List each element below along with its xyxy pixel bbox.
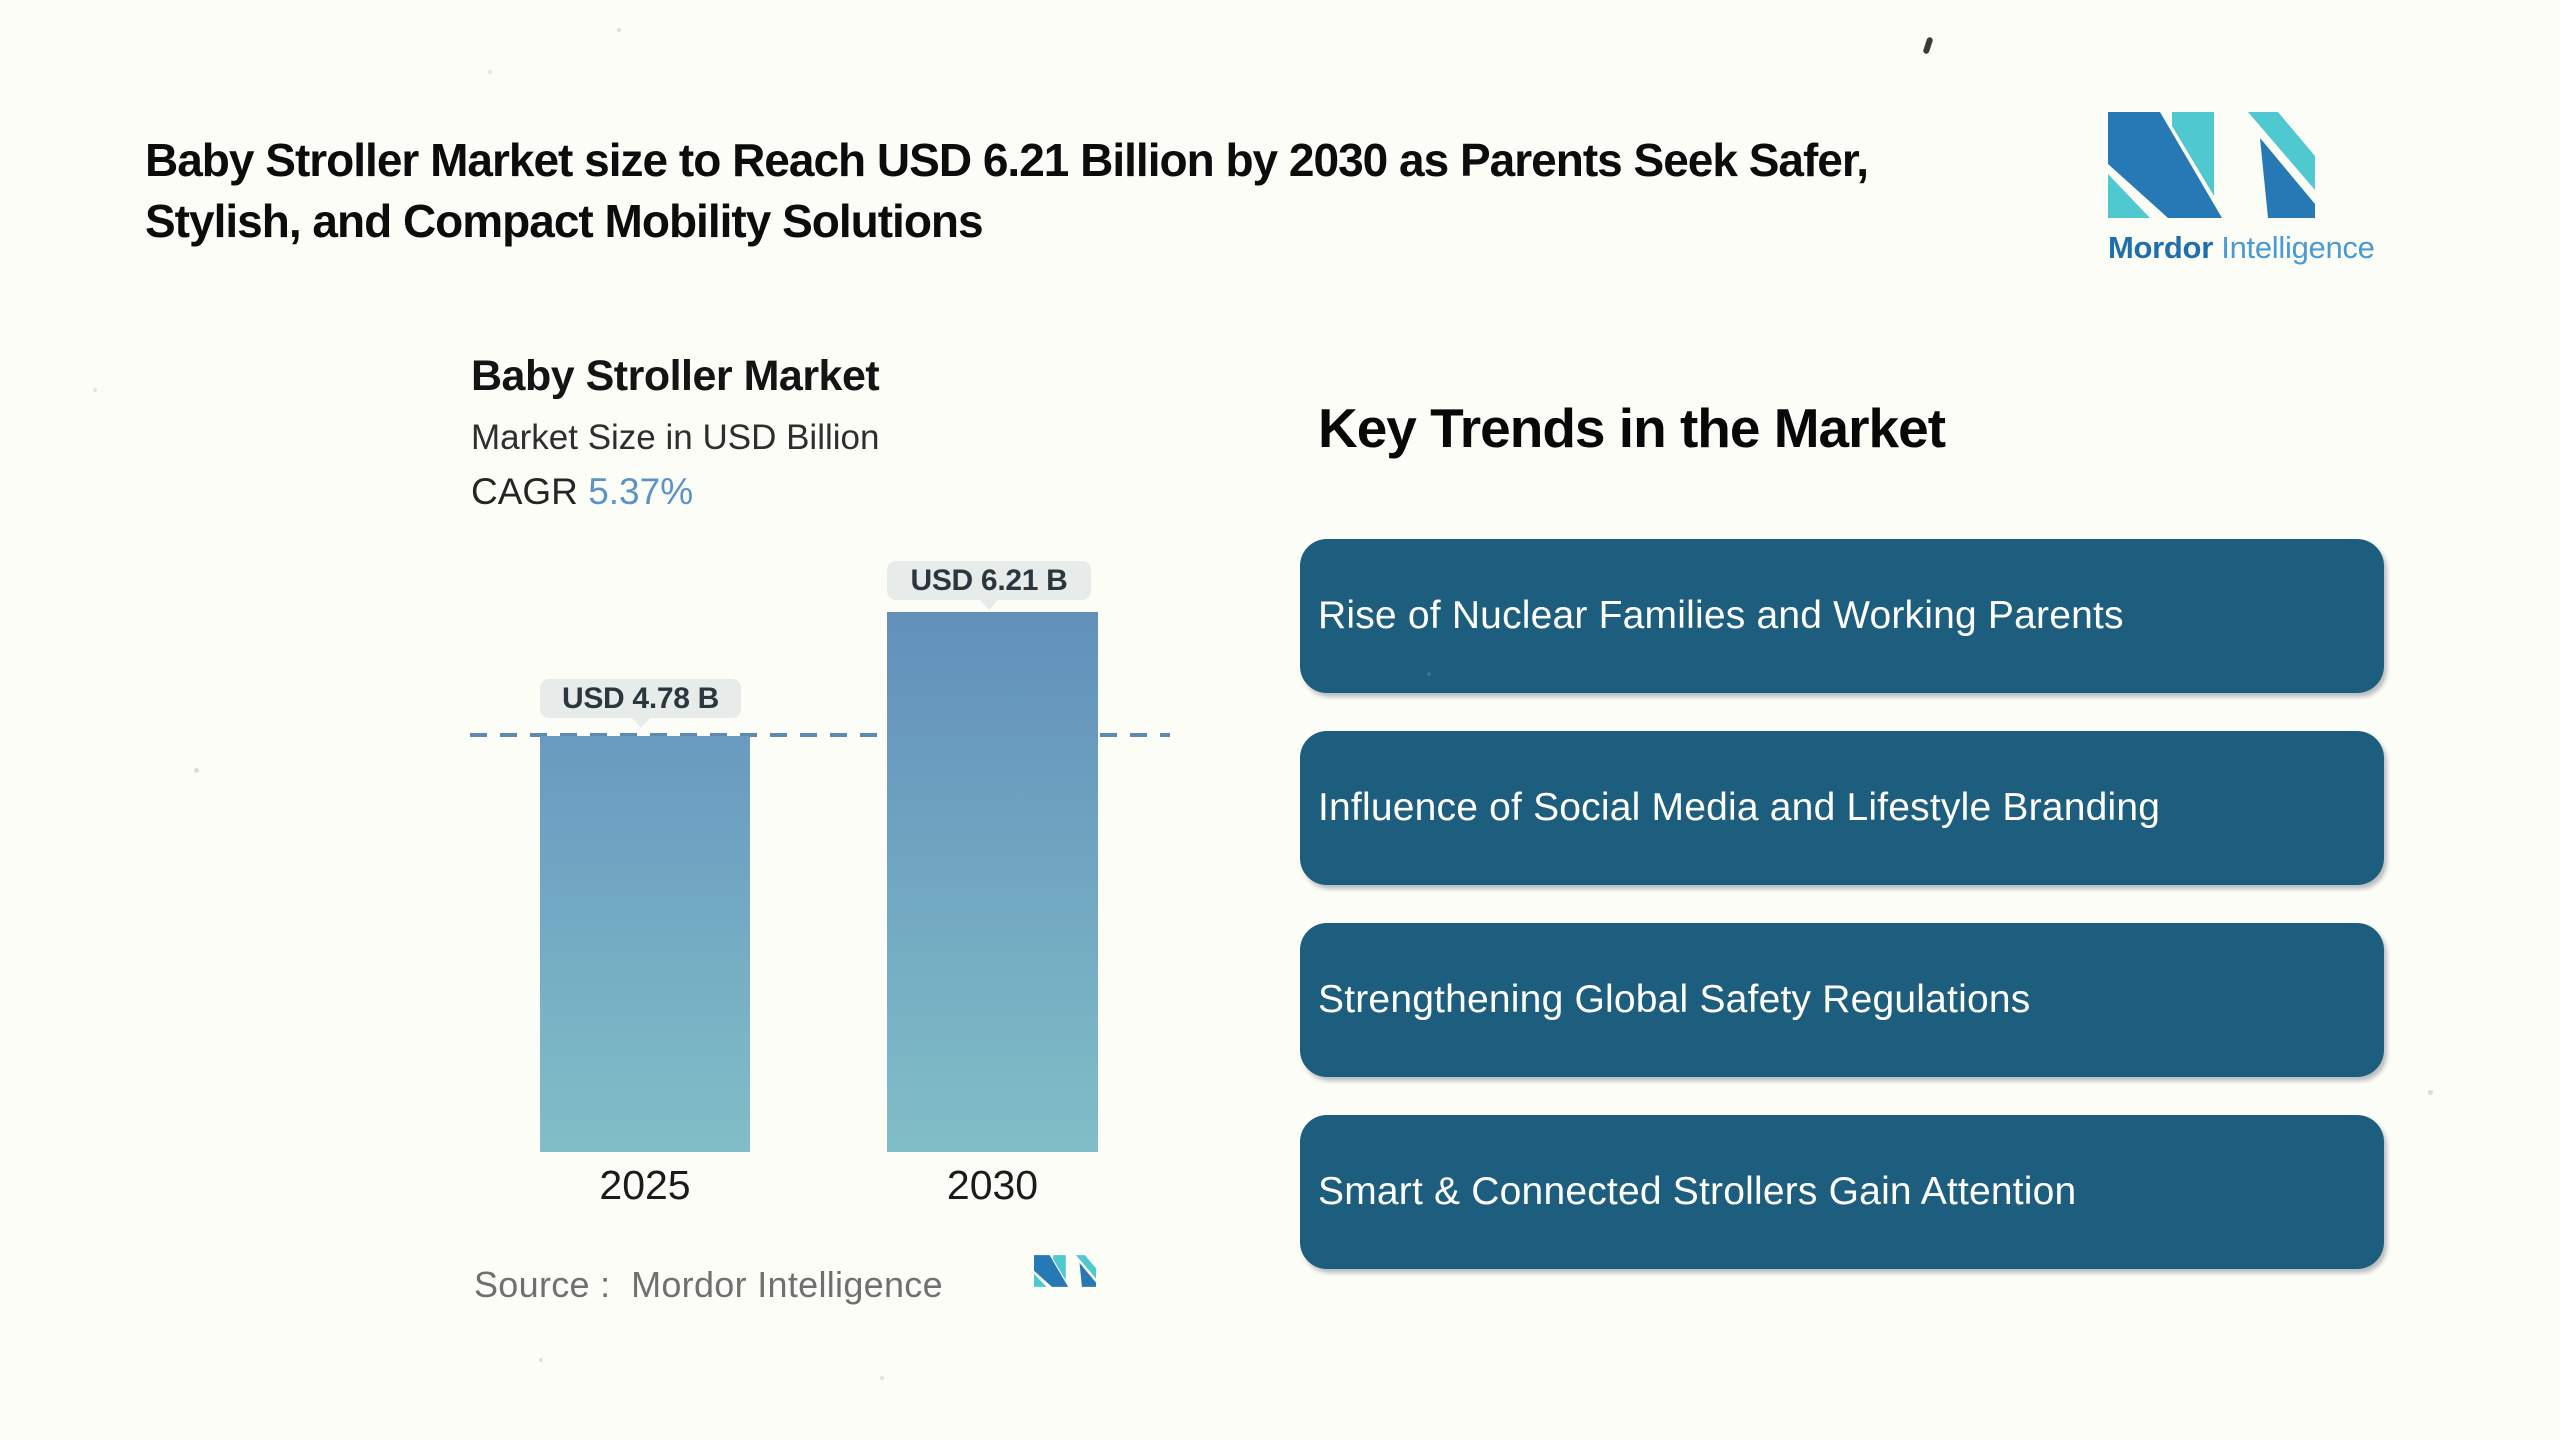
cagr-value: 5.37%	[588, 471, 694, 512]
speckle	[194, 768, 199, 773]
trend-card-4: Smart & Connected Strollers Gain Attenti…	[1300, 1115, 2384, 1269]
mordor-logo-icon	[2108, 112, 2315, 218]
bar-value-text-2030: USD 6.21 B	[910, 563, 1068, 597]
speckle	[1427, 672, 1431, 676]
trend-card-2: Influence of Social Media and Lifestyle …	[1300, 731, 2384, 885]
trend-card-2-label: Influence of Social Media and Lifestyle …	[1318, 786, 2161, 829]
speckle	[488, 70, 492, 74]
speckle	[617, 28, 621, 32]
speckle	[2428, 1090, 2433, 1095]
speckle	[93, 388, 97, 392]
x-axis-label-2030: 2030	[946, 1162, 1039, 1208]
page-title-line2: Stylish, and Compact Mobility Solutions	[145, 195, 984, 247]
brand-name-regular: Intelligence	[2221, 230, 2375, 265]
chart-title: Baby Stroller Market	[471, 352, 880, 400]
page-title: Baby Stroller Market size to Reach USD 6…	[145, 130, 2295, 252]
chart-header: Baby Stroller Market Market Size in USD …	[471, 352, 880, 513]
mordor-logo-small-icon	[1034, 1255, 1096, 1287]
x-axis-label-2025: 2025	[599, 1162, 691, 1208]
chart-cagr-row: CAGR 5.37%	[471, 471, 879, 513]
bar-value-text-2025: USD 4.78 B	[561, 681, 720, 715]
bar-value-label-2025: USD 4.78 B	[540, 679, 741, 728]
trend-card-1: Rise of Nuclear Families and Working Par…	[1300, 539, 2384, 693]
cagr-label: CAGR	[471, 471, 578, 512]
bar-value-label-2030: USD 6.21 B	[887, 561, 1091, 610]
trend-card-3: Strengthening Global Safety Regulations	[1300, 923, 2384, 1077]
trend-card-1-label: Rise of Nuclear Families and Working Par…	[1318, 594, 2124, 637]
trend-card-3-label: Strengthening Global Safety Regulations	[1318, 978, 2031, 1021]
bar-2025	[540, 736, 750, 1152]
mordor-logo-wordmark: Mordor Intelligence	[2108, 230, 2375, 266]
speckle	[880, 1376, 884, 1380]
speckle	[539, 1358, 543, 1362]
mordor-logo: Mordor Intelligence	[2108, 112, 2375, 266]
trends-heading: Key Trends in the Market	[1318, 397, 1946, 459]
trend-card-4-label: Smart & Connected Strollers Gain Attenti…	[1318, 1170, 2077, 1213]
page-title-line1: Baby Stroller Market size to Reach USD 6…	[145, 134, 1869, 186]
baseline-dash-line	[470, 733, 1170, 737]
speckle-tick	[1922, 36, 1934, 55]
brand-name-bold: Mordor	[2108, 230, 2213, 265]
chart-subtitle: Market Size in USD Billion	[471, 418, 880, 457]
source-note: Source : Mordor Intelligence	[474, 1264, 943, 1305]
bar-2030	[887, 612, 1098, 1152]
